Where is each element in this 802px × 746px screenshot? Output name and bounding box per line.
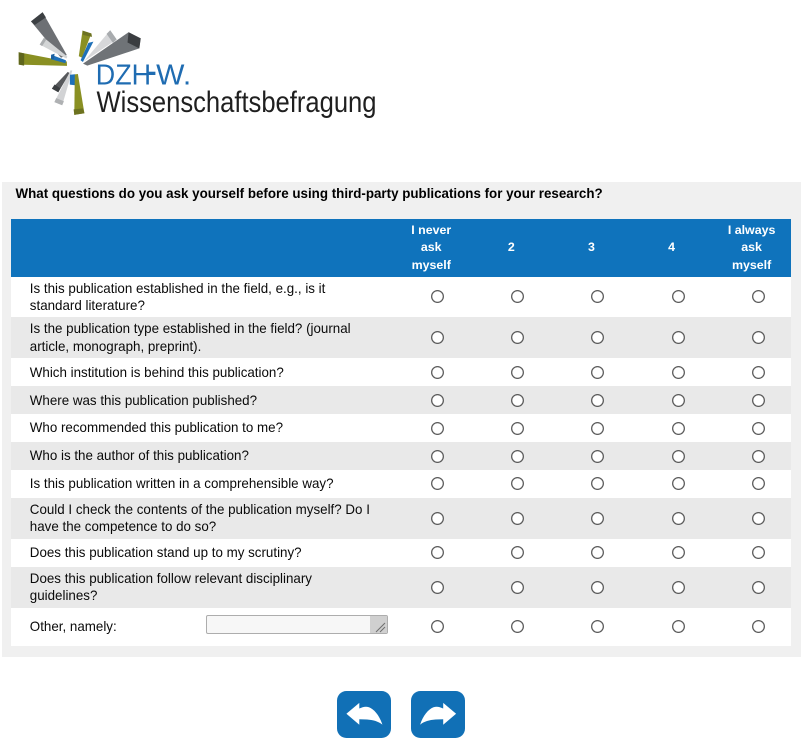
svg-text:DZH: DZH xyxy=(96,60,151,92)
svg-text:Wissenschaftsbefragung: Wissenschaftsbefragung xyxy=(97,86,377,119)
svg-text:W.: W. xyxy=(156,60,191,92)
